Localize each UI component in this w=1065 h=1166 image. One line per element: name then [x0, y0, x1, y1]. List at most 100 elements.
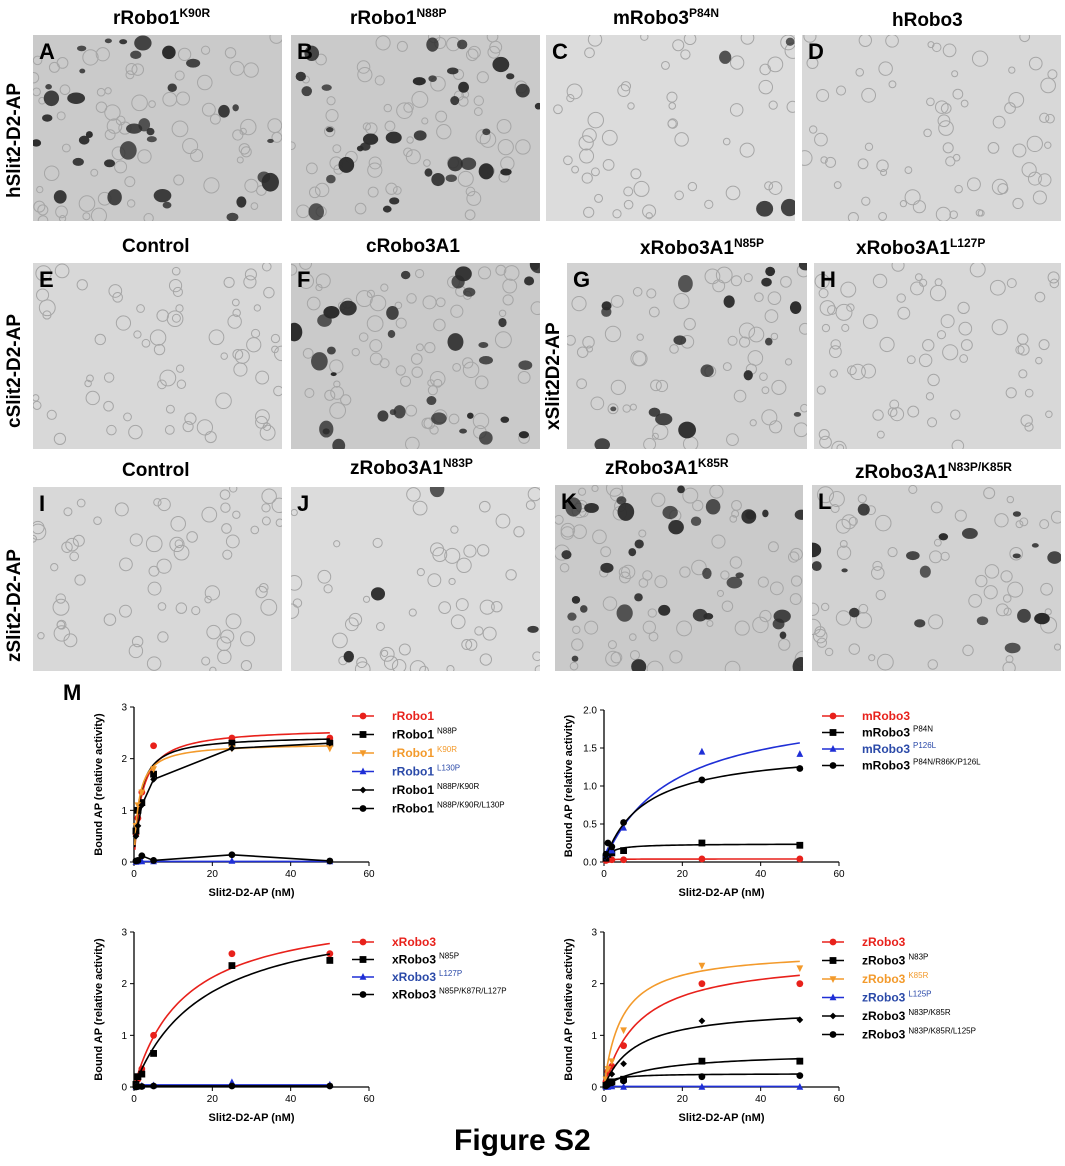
- legend-label-sup: P126L: [913, 741, 937, 750]
- cell-outline: [966, 177, 981, 192]
- stained-cell: [447, 67, 459, 75]
- stained-cell: [500, 168, 512, 176]
- cell-outline: [1020, 414, 1033, 427]
- cell-outline: [692, 499, 704, 512]
- cell-outline: [36, 288, 50, 302]
- cell-outline: [927, 373, 940, 387]
- stained-cell: [445, 174, 457, 182]
- cell-outline: [585, 345, 594, 353]
- cell-outline: [605, 650, 622, 667]
- data-point: [698, 962, 706, 970]
- stained-cell: [529, 263, 540, 274]
- data-point: [796, 1072, 804, 1080]
- stained-cell: [146, 127, 155, 136]
- data-point: [359, 786, 367, 794]
- stained-cell: [412, 77, 426, 86]
- cell-outline: [495, 513, 511, 529]
- cell-outline: [1019, 35, 1031, 43]
- cell-outline: [325, 108, 339, 123]
- data-point: [359, 805, 367, 812]
- cell-outline: [897, 306, 911, 320]
- cell-outline: [937, 114, 951, 128]
- cell-outline: [798, 322, 807, 335]
- cell-outline: [1038, 339, 1050, 351]
- cell-outline: [239, 127, 247, 136]
- cell-outline: [232, 510, 241, 519]
- data-point: [698, 855, 706, 863]
- cell-outline: [384, 120, 396, 132]
- cell-outline: [769, 581, 784, 596]
- cell-outline: [566, 83, 583, 100]
- cell-outline: [841, 323, 850, 332]
- legend-label-sup: K85R: [908, 971, 928, 980]
- legend-label: zRobo3 N83P/K85R: [862, 1008, 951, 1023]
- micrograph-panel-f: F: [291, 263, 540, 449]
- cell-outline: [216, 636, 232, 652]
- stained-cell: [534, 102, 540, 110]
- cell-outline: [502, 294, 514, 306]
- series-line: [134, 953, 330, 1086]
- data-point: [796, 750, 804, 757]
- cell-outline: [727, 335, 738, 346]
- cell-outline: [1015, 345, 1025, 355]
- cell-outline: [33, 200, 46, 213]
- data-point: [150, 1082, 157, 1090]
- cell-outline: [868, 654, 876, 662]
- stained-cell: [53, 190, 67, 204]
- stained-cell: [153, 188, 172, 203]
- stained-cell: [500, 416, 510, 423]
- series-5: [602, 1072, 804, 1090]
- stained-cell: [793, 412, 802, 417]
- cell-outline: [292, 598, 303, 608]
- col-title-sup: L127P: [949, 236, 986, 250]
- data-point: [608, 856, 616, 864]
- cell-outline: [716, 589, 725, 597]
- cell-outline: [576, 346, 589, 358]
- col-title-crobo3a1: cRobo3A1: [366, 236, 460, 258]
- cell-outline: [629, 403, 637, 411]
- cell-outline: [356, 60, 371, 74]
- series-line: [135, 742, 330, 837]
- legend-label: rRobo1 N88P: [392, 727, 457, 742]
- cell-outline: [166, 310, 184, 328]
- cell-outline: [878, 61, 893, 76]
- legend-label: rRobo1 N88P/K90R: [392, 782, 479, 797]
- cell-outline: [934, 278, 943, 287]
- cell-outline: [673, 292, 690, 310]
- data-point: [326, 957, 334, 964]
- series-3: [602, 765, 804, 861]
- stained-cell: [610, 406, 617, 412]
- cell-outline: [55, 205, 68, 219]
- stained-cell: [400, 270, 411, 280]
- cell-outline: [525, 500, 536, 511]
- stained-cell: [295, 71, 306, 82]
- micrograph-panel-j: J: [291, 487, 540, 671]
- cell-outline: [464, 209, 476, 221]
- cell-outline: [789, 547, 803, 561]
- cell-outline: [204, 585, 221, 601]
- cell-outline: [478, 500, 491, 513]
- stained-cell: [167, 83, 177, 93]
- data-point: [150, 857, 157, 864]
- cell-outline: [682, 436, 699, 449]
- stained-cell: [703, 613, 714, 620]
- data-point: [228, 851, 236, 859]
- cell-outline: [959, 354, 969, 363]
- cell-outline: [424, 341, 436, 354]
- cell-outline: [53, 432, 67, 446]
- cell-outline: [463, 544, 477, 558]
- cell-outline: [223, 276, 235, 289]
- cell-outline: [759, 609, 772, 623]
- cell-outline: [761, 386, 770, 395]
- cell-outline: [888, 80, 897, 89]
- stained-cell: [431, 412, 447, 425]
- cell-outline: [222, 549, 233, 560]
- stained-cell: [772, 618, 785, 630]
- cell-outline: [841, 514, 857, 530]
- cell-outline: [642, 204, 657, 219]
- cell-outline: [604, 325, 622, 343]
- panel-letter: I: [39, 491, 46, 516]
- cell-outline: [654, 575, 668, 589]
- cell-outline: [729, 515, 738, 523]
- col-title-base: Control: [122, 236, 190, 257]
